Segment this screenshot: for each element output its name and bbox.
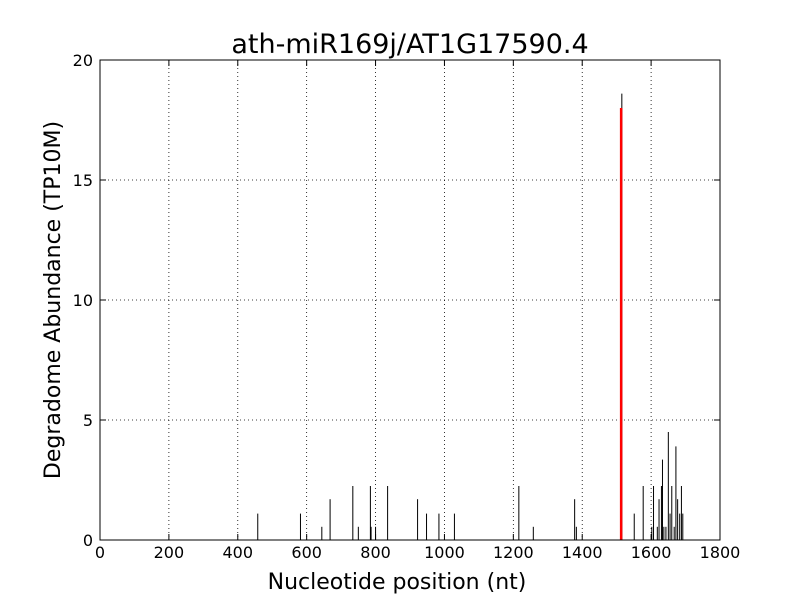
x-tick-label: 1000 — [424, 543, 465, 562]
y-axis-label: Degradome Abundance (TP10M) — [41, 121, 66, 479]
chart-title: ath-miR169j/AT1G17590.4 — [231, 29, 588, 60]
x-tick-label: 1800 — [700, 543, 741, 562]
x-tick-label: 800 — [360, 543, 391, 562]
y-tick-label: 5 — [83, 411, 93, 430]
y-tick-label: 20 — [73, 51, 93, 70]
grid-lines — [100, 60, 720, 540]
x-tick-label: 1200 — [493, 543, 534, 562]
data-bars — [257, 93, 684, 540]
axis-ticks: 0 200 400 600 800 1000 1200 1400 1600 1800 0 5 10 15 2… — [73, 51, 741, 562]
x-tick-label: 400 — [223, 543, 254, 562]
y-tick-label: 0 — [83, 531, 93, 550]
x-tick-label: 200 — [154, 543, 185, 562]
y-tick-label: 15 — [73, 171, 93, 190]
x-axis-label: Nucleotide position (nt) — [268, 570, 527, 595]
x-tick-label: 1400 — [562, 543, 603, 562]
x-tick-label: 0 — [95, 543, 105, 562]
x-tick-label: 1600 — [631, 543, 672, 562]
x-tick-label: 600 — [291, 543, 322, 562]
y-tick-label: 10 — [73, 291, 93, 310]
